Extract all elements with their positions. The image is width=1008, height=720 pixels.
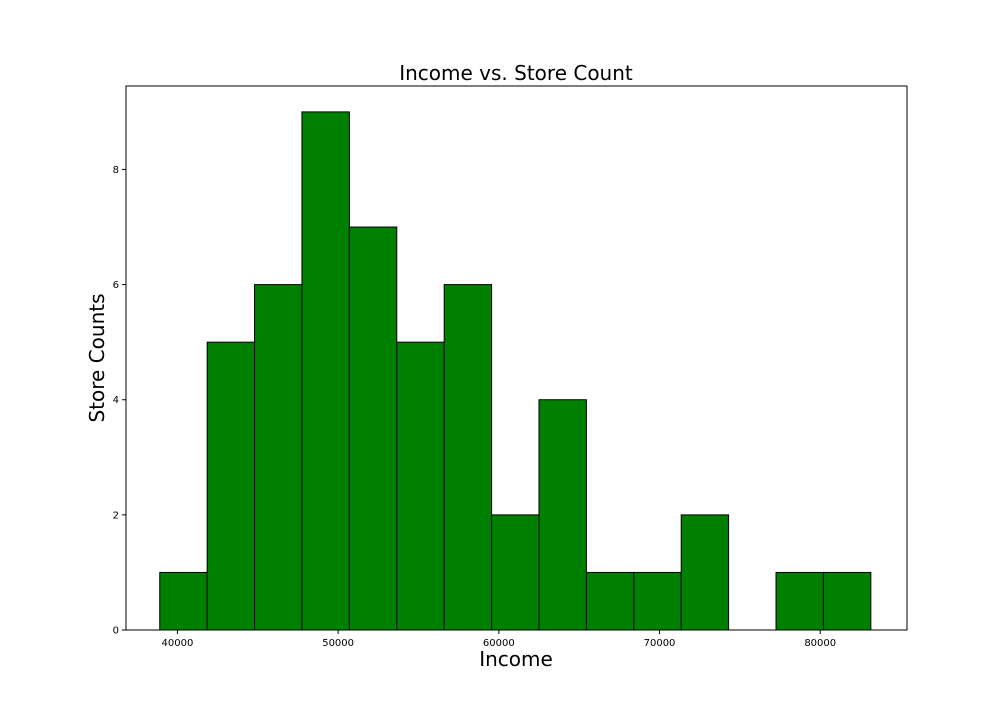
histogram-bar [159,571,208,631]
x-tick-label: 70000 [644,638,676,649]
bars-group [159,111,872,631]
y-tick-label: 6 [113,280,119,291]
histogram-bar [822,571,872,631]
y-tick-label: 8 [113,165,119,176]
x-tick-label: 50000 [322,638,354,649]
x-tick-label: 80000 [804,638,836,649]
histogram-bar [491,514,540,631]
histogram-bar [680,514,730,631]
histogram-bar [254,284,303,631]
histogram-bar [348,226,398,631]
histogram-bar [585,571,635,631]
histogram-bar [633,571,682,631]
x-tick-label: 60000 [483,638,515,649]
y-tick-label: 0 [113,626,119,637]
histogram-bar [775,571,824,631]
y-axis-label: Store Counts [85,293,109,422]
x-axis-label: Income [479,647,553,671]
x-tick-label: 40000 [162,638,194,649]
y-axis-ticks: 0 2 4 6 8 [113,165,126,637]
y-tick-label: 2 [113,510,119,521]
x-axis-ticks: 40000 50000 60000 70000 80000 [162,630,836,649]
chart-title: Income vs. Store Count [399,61,633,85]
y-tick-label: 4 [113,395,119,406]
histogram-bar [301,111,350,631]
plot-frame [125,85,908,631]
histogram-bar [396,341,445,631]
histogram-bar [538,399,587,631]
histogram-bar [443,284,493,631]
histogram-bar [206,341,256,631]
